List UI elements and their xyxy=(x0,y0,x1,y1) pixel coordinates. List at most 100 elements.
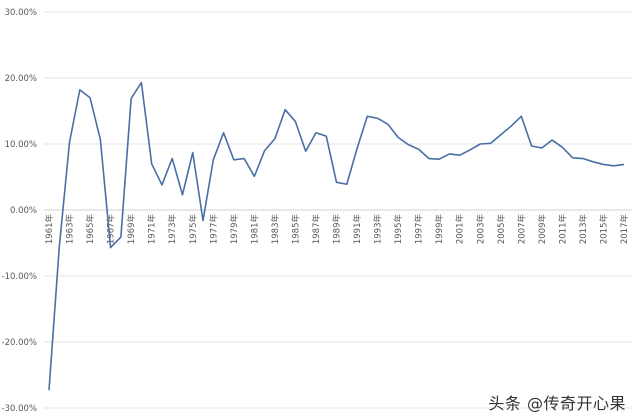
data-point xyxy=(99,138,101,140)
data-point xyxy=(387,123,389,125)
x-tick-label: 1983年 xyxy=(270,214,281,245)
data-point xyxy=(335,181,337,183)
series-line xyxy=(48,81,625,391)
data-point xyxy=(530,145,532,147)
data-point xyxy=(489,142,491,144)
x-tick-label: 1975年 xyxy=(188,214,199,245)
x-tick-label: 1963年 xyxy=(65,214,76,245)
data-point xyxy=(243,157,245,159)
x-tick-label: 2009年 xyxy=(537,214,548,245)
data-point xyxy=(356,147,358,149)
data-point xyxy=(459,154,461,156)
data-point xyxy=(48,389,50,391)
y-tick-label: 30.00% xyxy=(5,8,37,18)
x-tick-label: 2001年 xyxy=(455,214,466,245)
x-tick-label: 1989年 xyxy=(332,214,343,245)
x-tick-label: 2003年 xyxy=(475,214,486,245)
data-point xyxy=(109,246,111,248)
x-tick-label: 1991年 xyxy=(352,214,363,245)
data-point xyxy=(315,132,317,134)
x-tick-label: 1973年 xyxy=(167,214,178,245)
x-tick-label: 1961年 xyxy=(44,214,55,245)
x-axis-ticks: 1961年 1963年 1965年 1967年 1969年 1971年 1973年 1975年… xyxy=(44,214,630,245)
data-point xyxy=(253,175,255,177)
x-tick-label: 1971年 xyxy=(147,214,158,245)
data-point xyxy=(346,183,348,185)
data-point xyxy=(120,236,122,238)
y-axis-ticks: 30.00% 20.00% 10.00% 0.00% -10.00% -20.00% -30… xyxy=(2,8,37,414)
data-point xyxy=(438,158,440,160)
data-point xyxy=(192,151,194,153)
data-point xyxy=(130,97,132,99)
data-point xyxy=(284,108,286,110)
x-tick-label: 1967年 xyxy=(106,214,117,245)
data-point xyxy=(89,97,91,99)
y-tick-label: -20.00% xyxy=(2,338,37,348)
data-point xyxy=(520,115,522,117)
data-point xyxy=(571,157,573,159)
data-point xyxy=(222,132,224,134)
data-point xyxy=(79,89,81,91)
data-point xyxy=(58,246,60,248)
x-tick-label: 1997年 xyxy=(414,214,425,245)
x-tick-label: 1979年 xyxy=(229,214,240,245)
x-tick-label: 1981年 xyxy=(249,214,260,245)
x-tick-label: 1987年 xyxy=(311,214,322,245)
grid-lines xyxy=(44,11,632,409)
data-point xyxy=(274,138,276,140)
x-tick-label: 1995年 xyxy=(393,214,404,245)
data-point xyxy=(212,159,214,161)
data-point xyxy=(417,148,419,150)
x-tick-label: 1977年 xyxy=(208,214,219,245)
x-tick-label: 1965年 xyxy=(85,214,96,245)
data-point xyxy=(582,157,584,159)
data-point xyxy=(397,136,399,138)
series-layer xyxy=(48,81,625,391)
data-point xyxy=(263,149,265,151)
data-point xyxy=(428,157,430,159)
data-point xyxy=(551,139,553,141)
data-point xyxy=(68,141,70,143)
data-point xyxy=(561,146,563,148)
y-tick-label: -10.00% xyxy=(2,272,37,282)
data-point xyxy=(407,143,409,145)
data-point xyxy=(541,147,543,149)
x-tick-label: 1969年 xyxy=(126,214,137,245)
data-point xyxy=(500,134,502,136)
data-point xyxy=(469,149,471,151)
data-point xyxy=(510,125,512,127)
x-tick-label: 1999年 xyxy=(434,214,445,245)
data-point xyxy=(613,165,615,167)
data-point xyxy=(325,135,327,137)
data-point xyxy=(161,184,163,186)
data-point xyxy=(233,159,235,161)
data-point xyxy=(140,81,142,83)
x-tick-label: 1985年 xyxy=(290,214,301,245)
data-point xyxy=(602,163,604,165)
data-point xyxy=(171,157,173,159)
x-tick-label: 2017年 xyxy=(619,214,630,245)
data-point xyxy=(592,161,594,163)
y-tick-label: 10.00% xyxy=(5,140,37,150)
data-point xyxy=(623,163,625,165)
data-point xyxy=(304,150,306,152)
data-point xyxy=(479,143,481,145)
x-tick-label: 2015年 xyxy=(598,214,609,245)
x-tick-label: 2007年 xyxy=(516,214,527,245)
x-tick-label: 2005年 xyxy=(496,214,507,245)
data-point xyxy=(202,219,204,221)
y-tick-label: -30.00% xyxy=(2,404,37,414)
x-tick-label: 2011年 xyxy=(557,214,568,245)
data-point xyxy=(366,115,368,117)
x-tick-label: 1993年 xyxy=(373,214,384,245)
data-point xyxy=(376,117,378,119)
data-point xyxy=(294,120,296,122)
y-tick-label: 20.00% xyxy=(5,74,37,84)
data-point xyxy=(181,194,183,196)
x-tick-label: 2013年 xyxy=(578,214,589,245)
watermark-text: 头条 @传奇开心果 xyxy=(488,394,626,413)
data-point xyxy=(150,163,152,165)
data-point xyxy=(448,153,450,155)
